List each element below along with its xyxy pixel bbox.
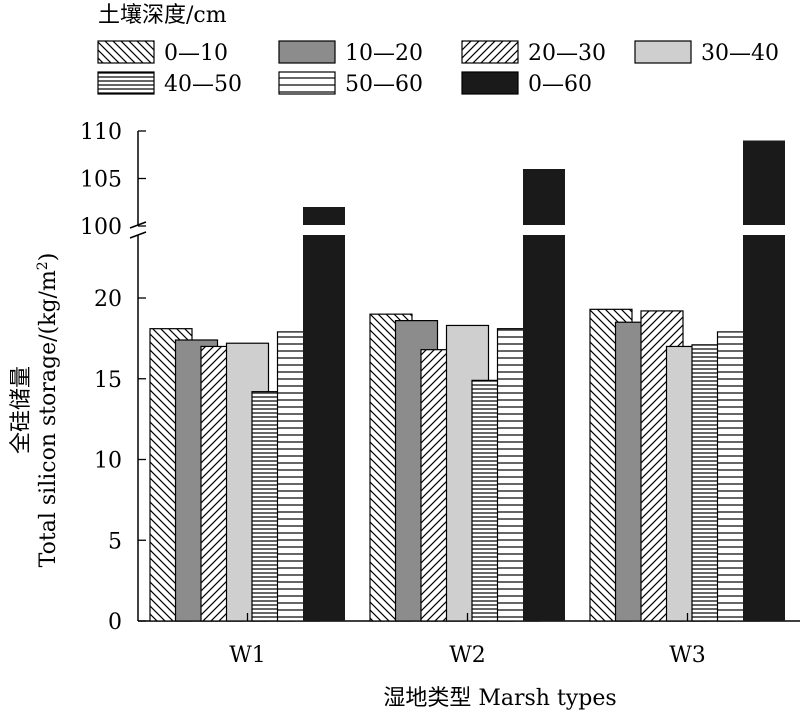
y-axis-title-en-close: ) (36, 253, 61, 262)
y-axis-title-cn-group: 全硅储量 (9, 366, 34, 454)
legend-swatch (278, 40, 336, 64)
legend-label: 0—60 (528, 72, 592, 97)
legend-swatch (97, 71, 155, 95)
legend-title: 土壤深度/cm (98, 3, 227, 28)
y-ticks: 0 5 10 15 20 100 105 110 (80, 120, 146, 635)
y-tick-label: 15 (94, 368, 122, 393)
y-axis-title-en-sup: 2 (35, 261, 51, 270)
legend-swatch (97, 40, 155, 64)
bar-lower-segment (743, 235, 785, 621)
x-categories: W1 W2 W3 (229, 613, 706, 668)
x-axis-title: 湿地类型 Marsh types (383, 686, 616, 711)
legend-label: 50—60 (345, 72, 423, 97)
legend-swatch (634, 40, 692, 64)
legend-label: 0—10 (164, 41, 228, 66)
axis-break-mark (129, 221, 147, 229)
axis-break-mark (129, 231, 147, 239)
bars (149, 140, 785, 622)
legend-label: 40—50 (164, 72, 242, 97)
legend-label: 30—40 (701, 41, 779, 66)
x-category-label: W2 (449, 643, 486, 668)
y-tick-label: 100 (80, 215, 122, 240)
x-category-label: W3 (669, 643, 706, 668)
y-tick-label: 110 (80, 120, 122, 145)
y-tick-label: 5 (108, 529, 122, 554)
bar-upper-segment (303, 207, 345, 225)
x-category-label: W1 (229, 643, 266, 668)
y-axis-title-en-group: Total silicon storage/(kg/m2) (35, 253, 61, 568)
legend-swatch (278, 71, 336, 95)
legend-label: 20—30 (528, 41, 606, 66)
legend-swatch (461, 71, 519, 95)
y-axis-title-en: Total silicon storage/(kg/m2) (35, 253, 61, 568)
legend: 土壤深度/cm 0—10 10—20 20—30 30—40 40—50 50—60 0—6… (97, 3, 779, 97)
y-tick-label: 105 (80, 168, 122, 193)
legend-swatch (461, 40, 519, 64)
legend-label: 10—20 (345, 41, 423, 66)
bar-upper-segment (523, 169, 565, 225)
bar-lower-segment (523, 235, 565, 621)
y-tick-label: 10 (94, 449, 122, 474)
bar-lower-segment (303, 235, 345, 621)
bar-upper-segment (743, 140, 785, 225)
y-tick-label: 0 (108, 610, 122, 635)
y-axis-title-en-main: Total silicon storage/(kg/m (36, 270, 61, 567)
y-axis-title-cn: 全硅储量 (9, 366, 34, 454)
y-tick-label: 20 (94, 287, 122, 312)
